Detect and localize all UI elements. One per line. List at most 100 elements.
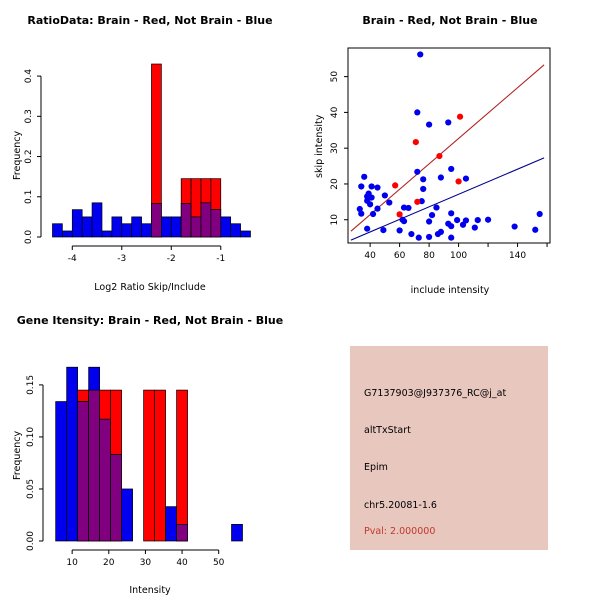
scatter-point-blue <box>408 230 415 238</box>
ratio_hist-plot-area <box>52 63 251 238</box>
info-event-type: altTxStart <box>364 425 411 436</box>
hist-bar-red <box>210 178 222 210</box>
hist-bar-blue <box>121 223 133 238</box>
scatter-point-red <box>455 178 462 185</box>
y-tick-label: 40 <box>330 106 340 118</box>
hist-bar-red <box>151 63 162 204</box>
scatter-point-blue <box>361 173 368 180</box>
scatter-point-blue <box>417 51 424 58</box>
hist-bar-blue <box>66 366 78 542</box>
y-tick-label: 0.10 <box>26 427 36 447</box>
scatter-plot-area <box>350 51 545 241</box>
scatter-plot-frame <box>347 47 551 244</box>
hist-bar-blue <box>165 506 177 542</box>
x-tick-label: -3 <box>117 254 126 264</box>
scatter-point-blue <box>358 183 365 190</box>
gene-histogram-svg: 0.00 0.05 0.10 0.15 10 20 30 40 50 <box>26 366 243 568</box>
hist-bar-blue <box>230 223 241 238</box>
hist-bar-blue <box>62 230 73 238</box>
scatter-point-blue <box>459 221 467 228</box>
info-gene-name: Epim <box>364 462 388 473</box>
x-tick-label: 80 <box>423 251 435 261</box>
scatter-point-blue <box>474 217 481 224</box>
y-tick-label: 10 <box>330 214 340 226</box>
x-tick-label: 10 <box>66 558 78 568</box>
hist-bar-overlap <box>99 418 111 542</box>
x-tick-label: 60 <box>394 251 406 261</box>
scatter-point-blue <box>454 217 461 224</box>
scatter-title: Brain - Red, Not Brain - Blue <box>362 14 538 27</box>
scatter-point-blue <box>374 205 381 212</box>
x-tick-label: 40 <box>364 251 376 261</box>
scatter-point-blue <box>437 228 444 236</box>
hist-bar-blue <box>81 216 93 238</box>
gene-histogram-panel: Gene Itensity: Brain - Red, Not Brain - … <box>0 300 300 600</box>
y-tick-label: 0.0 <box>24 230 34 245</box>
scatter-point-blue <box>368 183 375 190</box>
scatter-point-red <box>436 152 443 160</box>
scatter-x-axis-label: include intensity <box>410 285 490 296</box>
scatter-point-blue <box>484 216 492 223</box>
x-tick-label: 100 <box>450 251 467 261</box>
scatter-point-blue <box>414 109 421 116</box>
scatter-point-blue <box>415 234 422 241</box>
y-tick-label: 20 <box>330 178 340 190</box>
hist-bar-red <box>154 389 166 542</box>
info-panel: G7137903@J937376_RC@j_at altTxStart Epim… <box>300 300 600 600</box>
scatter-point-red <box>414 198 421 205</box>
scatter-point-blue <box>386 199 393 206</box>
y-tick-label: 0.1 <box>24 190 34 204</box>
scatter-point-blue <box>400 204 408 211</box>
hist-bar-red <box>110 389 122 455</box>
scatter-point-red <box>456 113 464 120</box>
scatter-point-blue <box>420 185 427 193</box>
scatter-point-blue <box>414 168 421 175</box>
y-tick-label: 0.00 <box>26 531 36 551</box>
x-tick-label: 140 <box>509 251 526 261</box>
scatter-point-red <box>396 211 403 218</box>
hist-bar-red <box>99 389 111 420</box>
scatter-point-blue <box>405 204 412 212</box>
hist-bar-red <box>190 178 202 218</box>
gene-histogram-title: Gene Itensity: Brain - Red, Not Brain - … <box>16 314 284 327</box>
scatter-point-blue <box>420 176 427 183</box>
scatter-point-blue <box>471 224 478 231</box>
x-tick-label: -1 <box>216 254 225 264</box>
scatter-point-blue <box>445 119 452 126</box>
hist-bar-overlap <box>77 401 89 542</box>
scatter-point-blue <box>425 233 433 241</box>
scatter-point-blue <box>425 218 433 225</box>
x-tick-label: -4 <box>68 254 77 264</box>
hist-bar-blue <box>161 216 172 238</box>
scatter-panel: Brain - Red, Not Brain - Blue skip inten… <box>300 0 600 300</box>
y-tick-label: 0.4 <box>24 69 34 84</box>
hist-bar-overlap <box>151 203 162 238</box>
hist-bar-blue <box>240 230 251 238</box>
scatter-point-blue <box>358 210 365 217</box>
hist-bar-overlap <box>110 454 122 542</box>
hist-bar-red <box>143 389 155 542</box>
ratio-histogram-panel: RatioData: Brain - Red, Not Brain - Blue… <box>0 0 300 300</box>
gene-histogram-x-axis-label: Intensity <box>129 585 171 596</box>
scatter-point-red <box>392 182 399 189</box>
scatter-point-blue <box>511 223 518 230</box>
y-tick-label: 50 <box>330 71 340 83</box>
info-locus: chr5.20081-1.6 <box>364 500 437 511</box>
scatter-point-blue <box>433 204 440 211</box>
scatter-point-blue <box>374 184 381 191</box>
hist-bar-blue <box>220 216 232 238</box>
scatter-point-blue <box>356 205 363 213</box>
scatter-point-blue <box>367 201 374 208</box>
hist-bar-blue <box>101 230 113 238</box>
y-tick-label: 0.3 <box>24 109 34 123</box>
hist-bar-overlap <box>200 202 212 238</box>
hist-bar-overlap <box>88 389 100 542</box>
hist-bar-blue <box>55 401 68 542</box>
info-pval: Pval: 2.000000 <box>364 526 436 537</box>
scatter-svg: 10 20 30 40 50 40 60 80 100 140 <box>330 47 551 261</box>
hist-bar-blue <box>141 223 152 238</box>
hist-bar-blue <box>121 488 133 542</box>
hist-bar-blue <box>170 216 182 238</box>
hist-bar-red <box>77 389 89 402</box>
